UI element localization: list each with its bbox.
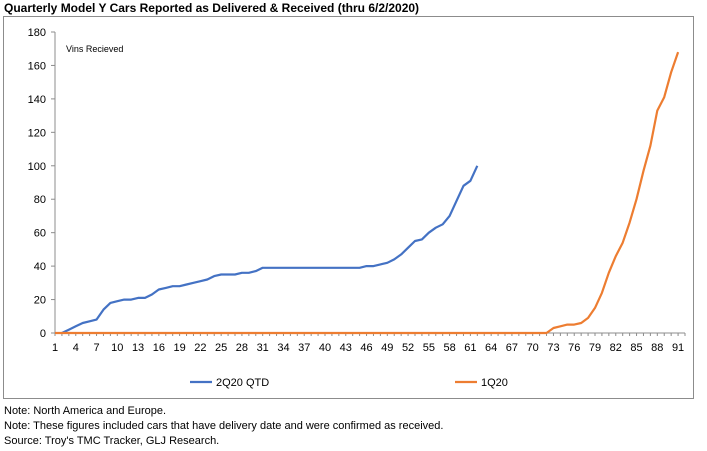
x-tick-label: 19 xyxy=(173,342,185,354)
annotation-label: Vins Recieved xyxy=(66,44,123,54)
x-tick-label: 91 xyxy=(672,342,684,354)
x-tick-label: 25 xyxy=(215,342,227,354)
x-tick-label: 52 xyxy=(402,342,414,354)
x-tick-label: 82 xyxy=(610,342,622,354)
x-tick-label: 37 xyxy=(298,342,310,354)
x-tick-label: 55 xyxy=(423,342,435,354)
y-tick-label: 140 xyxy=(28,94,46,106)
x-tick-label: 31 xyxy=(257,342,269,354)
y-tick-label: 20 xyxy=(34,295,46,307)
x-tick-label: 13 xyxy=(132,342,144,354)
y-tick-label: 100 xyxy=(28,161,46,173)
x-tick-label: 70 xyxy=(527,342,539,354)
x-tick-label: 49 xyxy=(381,342,393,354)
x-tick-label: 1 xyxy=(52,342,58,354)
x-tick-label: 58 xyxy=(443,342,455,354)
chart-title: Quarterly Model Y Cars Reported as Deliv… xyxy=(4,1,420,15)
x-tick-label: 88 xyxy=(651,342,663,354)
y-tick-label: 80 xyxy=(34,194,46,206)
legend-label: 2Q20 QTD xyxy=(216,377,269,389)
y-tick-label: 0 xyxy=(40,328,46,340)
x-tick-label: 4 xyxy=(73,342,79,354)
x-tick-label: 76 xyxy=(568,342,580,354)
note-source: Source: Troy's TMC Tracker, GLJ Research… xyxy=(4,435,220,447)
note-regions: Note: North America and Europe. xyxy=(4,405,167,417)
y-tick-label: 180 xyxy=(28,27,46,39)
x-tick-label: 7 xyxy=(93,342,99,354)
x-tick-label: 61 xyxy=(464,342,476,354)
series-line-1q20 xyxy=(55,51,680,335)
y-tick-label: 40 xyxy=(34,261,46,273)
x-tick-label: 46 xyxy=(360,342,372,354)
y-tick-label: 60 xyxy=(34,228,46,240)
x-tick-label: 67 xyxy=(506,342,518,354)
legend-label: 1Q20 xyxy=(481,377,508,389)
y-tick-label: 120 xyxy=(28,127,46,139)
x-tick-label: 64 xyxy=(485,342,497,354)
x-tick-label: 43 xyxy=(340,342,352,354)
x-tick-label: 40 xyxy=(319,342,331,354)
series-line-2q20-qtd xyxy=(61,165,479,334)
x-tick-label: 28 xyxy=(236,342,248,354)
x-tick-label: 73 xyxy=(547,342,559,354)
chart-notes: Note: North America and Europe. Note: Th… xyxy=(4,404,443,449)
x-tick-label: 16 xyxy=(153,342,165,354)
x-tick-label: 10 xyxy=(111,342,123,354)
x-tick-label: 85 xyxy=(630,342,642,354)
note-definition: Note: These figures included cars that h… xyxy=(4,420,444,432)
y-tick-label: 160 xyxy=(28,60,46,72)
chart-frame xyxy=(3,16,694,399)
x-tick-label: 79 xyxy=(589,342,601,354)
x-tick-label: 34 xyxy=(277,342,289,354)
x-tick-label: 22 xyxy=(194,342,206,354)
